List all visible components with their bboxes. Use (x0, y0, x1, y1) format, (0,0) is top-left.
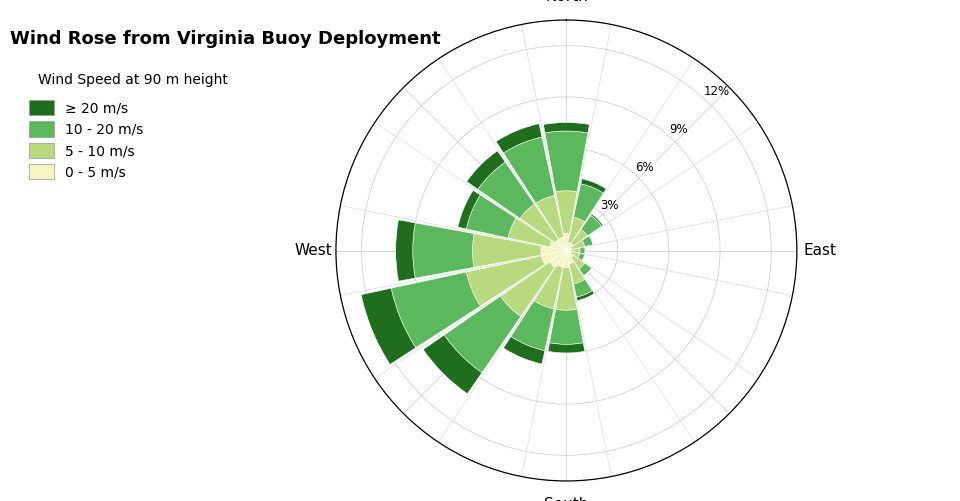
Bar (566, 247, 571, 250)
Bar (566, 243, 573, 250)
Bar (467, 256, 545, 306)
Bar (556, 191, 577, 233)
Bar (541, 250, 566, 265)
Bar (511, 301, 554, 351)
Bar (569, 262, 585, 284)
Bar (508, 218, 552, 247)
Bar (467, 195, 516, 238)
Bar (550, 241, 566, 250)
Bar (578, 254, 585, 261)
Bar (570, 252, 580, 258)
Bar (557, 250, 566, 267)
Bar (540, 246, 566, 255)
Bar (566, 250, 573, 258)
Bar (570, 240, 585, 249)
Text: Wind Rose from Virginia Buoy Deployment: Wind Rose from Virginia Buoy Deployment (10, 30, 441, 48)
Bar (564, 233, 569, 250)
Bar (413, 223, 474, 278)
Bar (581, 179, 606, 193)
Bar (472, 233, 541, 268)
Bar (458, 190, 480, 229)
Bar (573, 184, 604, 222)
Bar (520, 204, 559, 243)
Bar (582, 235, 593, 246)
Bar (566, 242, 571, 250)
Bar (571, 229, 588, 245)
Bar (566, 250, 574, 264)
Bar (500, 262, 555, 317)
Bar (467, 151, 505, 189)
Bar (361, 288, 416, 364)
Text: South: South (544, 496, 588, 501)
Bar (548, 343, 585, 353)
Bar (396, 220, 416, 281)
Text: West: West (294, 243, 332, 258)
Text: North: North (545, 0, 588, 5)
Bar (536, 195, 564, 239)
Text: East: East (804, 243, 836, 258)
Bar (534, 265, 563, 309)
Bar (549, 309, 584, 344)
Bar (556, 268, 577, 310)
Bar (579, 263, 591, 276)
Bar (503, 337, 545, 364)
Bar (559, 237, 566, 250)
Bar (555, 239, 566, 250)
Bar (580, 247, 586, 254)
Bar (543, 122, 589, 133)
Bar (478, 162, 535, 218)
Bar (391, 272, 480, 348)
Bar (571, 248, 580, 253)
Bar (549, 250, 566, 268)
Legend: ≥ 20 m/s, 10 - 20 m/s, 5 - 10 m/s, 0 - 5 m/s: ≥ 20 m/s, 10 - 20 m/s, 5 - 10 m/s, 0 - 5… (26, 97, 146, 182)
Bar (545, 131, 588, 192)
Bar (573, 279, 592, 297)
Text: Wind Speed at 90 m height: Wind Speed at 90 m height (38, 73, 228, 87)
Bar (423, 335, 482, 394)
Bar (566, 249, 571, 252)
Bar (590, 214, 603, 226)
Bar (564, 250, 569, 268)
Bar (566, 250, 571, 254)
Bar (571, 256, 585, 269)
Bar (581, 215, 602, 236)
Bar (576, 291, 594, 301)
Bar (444, 296, 520, 373)
Bar (496, 124, 542, 153)
Bar (503, 137, 555, 203)
Bar (568, 217, 585, 243)
